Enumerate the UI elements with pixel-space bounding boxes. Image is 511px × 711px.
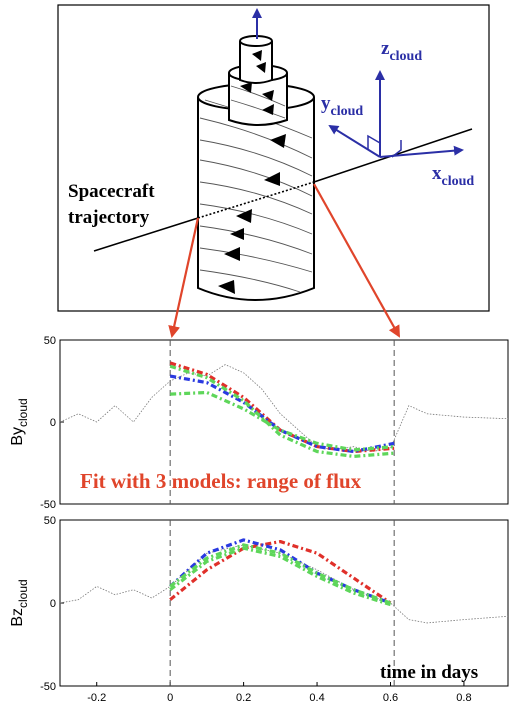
diagram-frame xyxy=(57,4,490,312)
plot-area xyxy=(59,519,509,687)
time-axis-label: time in days xyxy=(380,662,478,683)
fit-annotation: Fit with 3 models: range of flux xyxy=(80,469,362,493)
x-tick-label: -0.2 xyxy=(87,692,106,704)
cloud-axis-system: zcloud ycloud xcloud xyxy=(321,38,474,189)
y-tick-label: -50 xyxy=(40,499,56,511)
model-series-line xyxy=(169,539,392,605)
x-tick-label: 0.4 xyxy=(309,692,324,704)
y-tick-label: 50 xyxy=(44,335,56,347)
observed-data xyxy=(59,544,509,624)
y-axis-label: Bzcloud xyxy=(9,579,30,626)
model-series-line xyxy=(169,543,392,605)
exit-arrow xyxy=(313,183,400,338)
axis-label-z: zcloud xyxy=(381,38,422,64)
flux-rope-top-section xyxy=(239,8,273,84)
x-tick-label: 0 xyxy=(167,692,173,704)
chart-panel-bz: 50 0 -50 -0.2 0 0.2 0.4 0.6 0.8 Bzcloud xyxy=(9,515,509,704)
axis-label-y: ycloud xyxy=(321,93,363,119)
model-series-line xyxy=(169,361,395,454)
x-tick-label: 0.8 xyxy=(456,692,471,704)
y-tick-label: 50 xyxy=(44,515,56,527)
flux-rope-diagram: zcloud ycloud xcloud Spacecraft trajecto… xyxy=(57,4,490,312)
crossing-arrows xyxy=(168,183,400,338)
observed-data xyxy=(59,364,509,452)
chart-panel-by: 50 0 -50 Bycloud xyxy=(9,335,509,511)
axis-label-x: xcloud xyxy=(432,163,474,189)
trajectory-label-line1: Spacecraft xyxy=(68,181,155,202)
y-tick-label: 0 xyxy=(50,417,56,429)
plot-area xyxy=(59,339,509,505)
x-tick-label: 0.2 xyxy=(236,692,251,704)
x-tick-label: 0.6 xyxy=(383,692,398,704)
model-series-line xyxy=(169,546,391,607)
entry-arrow xyxy=(168,217,200,338)
model-series-line xyxy=(169,374,395,454)
y-tick-label: 0 xyxy=(50,598,56,610)
trajectory-label-line2: trajectory xyxy=(68,207,150,228)
y-axis-label: Bycloud xyxy=(9,398,30,445)
y-tick-label: -50 xyxy=(40,681,56,693)
model-series-line xyxy=(169,364,395,459)
